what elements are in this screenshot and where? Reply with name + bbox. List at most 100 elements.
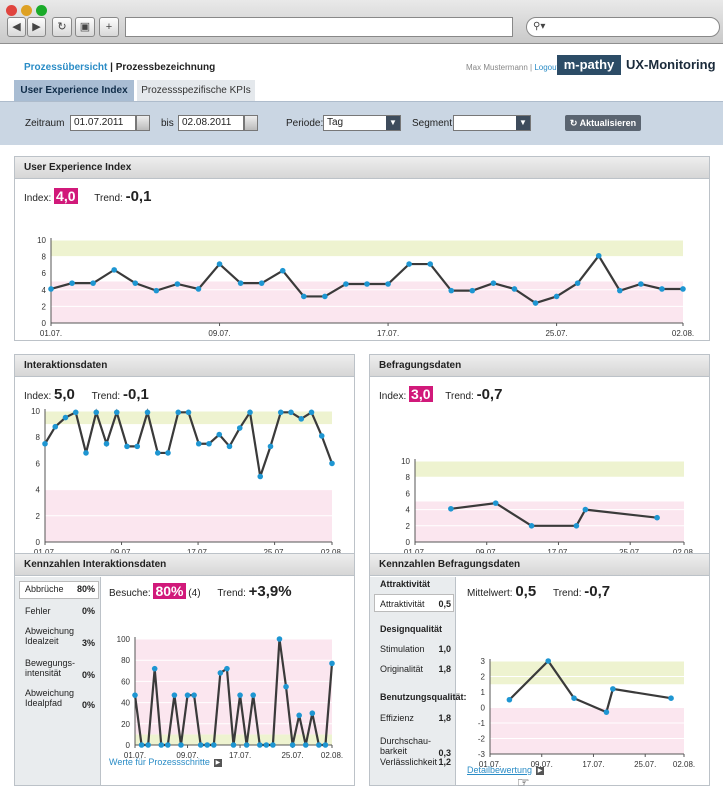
data-point	[490, 280, 497, 286]
data-point	[158, 742, 165, 748]
index-value: 5,0	[54, 386, 75, 403]
date-to-input[interactable]: 02.08.2011	[178, 115, 244, 131]
y-tick-label: 0	[36, 538, 41, 547]
besuche-chart: 0 20 40 60 80 100 01.07. 09.07. 17.07. 25.07. 02.0…	[117, 635, 343, 760]
index-value: 4,0	[54, 188, 78, 204]
data-point	[191, 692, 197, 698]
trend-label: Trend:	[94, 193, 123, 204]
calendar-from-icon[interactable]	[136, 115, 150, 131]
tab-user-experience-index[interactable]: User Experience Index	[14, 80, 134, 101]
x-tick-label: 17.07.	[547, 548, 569, 557]
kennzahl-label-line2: barkeit	[380, 746, 408, 756]
arrow-right-icon: ▶	[536, 766, 545, 775]
kennzahl-selected[interactable]	[19, 581, 99, 599]
user-name: Max Mustermann	[466, 63, 528, 72]
periode-select[interactable]: Tag ▼	[323, 115, 401, 131]
product-name: UX-Monitoring	[626, 57, 716, 72]
data-point	[528, 523, 535, 529]
y-tick-label: 60	[121, 677, 130, 686]
werte-prozessschritte-link[interactable]: Werte für Prozessschritte ▶	[109, 757, 222, 767]
data-point	[230, 742, 237, 748]
kennzahl-label[interactable]: Abbrüche	[25, 584, 64, 594]
kennzahl-label-line2: intensität	[25, 668, 62, 678]
data-point	[197, 742, 204, 748]
x-tick-label: 09.07.	[476, 548, 498, 557]
chevron-down-icon: ▼	[516, 116, 530, 130]
kennzahl-label[interactable]: Verlässlichkeit	[380, 757, 437, 767]
calendar-to-icon[interactable]	[244, 115, 258, 131]
data-point	[595, 252, 602, 259]
kennzahl-label[interactable]: Originalität	[380, 664, 423, 674]
y-tick-label: 2	[406, 522, 411, 531]
x-tick-label: 25.07.	[281, 751, 303, 760]
trend-label: Trend:	[91, 391, 121, 402]
back-button[interactable]: ◀	[7, 17, 26, 37]
kennzahl-selected[interactable]	[374, 594, 454, 612]
screenshot-icon[interactable]: ▣	[75, 17, 95, 37]
data-point	[256, 742, 263, 748]
periode-label: Periode:	[286, 118, 324, 129]
search-field[interactable]: ⚲▾	[526, 17, 720, 37]
kennzahlen-befragungsdaten-panel: Kennzahlen Befragungsdaten Attraktivität…	[369, 553, 710, 790]
kennzahlen-interaktionsdaten-title: Kennzahlen Interaktionsdaten	[15, 554, 354, 576]
brand-logo: m-pathy	[557, 55, 621, 75]
kennzahl-label[interactable]: Abweichung Idealzeit	[25, 626, 74, 646]
data-point	[178, 742, 184, 748]
aktualisieren-button[interactable]: ↻ Aktualisieren	[565, 115, 641, 131]
data-point	[603, 709, 610, 715]
data-point	[204, 742, 211, 748]
x-tick-label: 09.07.	[208, 329, 230, 338]
data-point	[224, 665, 230, 672]
minimize-window-icon[interactable]	[21, 5, 32, 16]
y-tick-label: 2	[36, 512, 41, 521]
data-point	[322, 293, 328, 300]
kennzahl-label[interactable]: Abweichung Idealpfad	[25, 688, 74, 708]
data-point	[385, 281, 391, 287]
besuche-row: Besuche: 80% (4) Trend: +3,9%	[109, 583, 292, 600]
segment-select[interactable]: ▼	[453, 115, 531, 131]
breadcrumb-link[interactable]: Prozessübersicht	[24, 62, 108, 73]
address-bar[interactable]	[125, 17, 513, 37]
x-tick-label: 01.07.	[124, 751, 146, 760]
kennzahl-label-line1: Attraktivität	[380, 599, 425, 609]
detailbewertung-link[interactable]: Detailbewertung ▶	[467, 765, 545, 775]
data-point	[52, 423, 59, 430]
tab-prozessspezifische-kpis[interactable]: Prozessspezifische KPIs	[137, 80, 255, 101]
trend-label: Trend:	[552, 588, 582, 599]
chart-band	[490, 707, 684, 754]
bef-index-row: Index: 3,0 Trend: -0,7	[379, 386, 502, 403]
logout-link[interactable]: Logout	[534, 63, 559, 72]
data-point	[174, 281, 181, 287]
breadcrumb-separator: |	[107, 62, 116, 73]
kennzahl-label-line1: Effizienz	[380, 713, 414, 723]
trend-label: Trend:	[445, 391, 474, 402]
zoom-window-icon[interactable]	[36, 5, 47, 16]
interaktionsdaten-chart: 0 2 4 6 8 10 01.07. 09.07. 17.07. 25.07. 02.08.	[31, 407, 343, 557]
kennzahl-label[interactable]: Bewegungs-intensität	[25, 658, 75, 678]
kennzahl-label[interactable]: Fehler	[25, 606, 51, 616]
date-from-input[interactable]: 01.07.2011	[70, 115, 136, 131]
index-label: Index:	[24, 193, 52, 204]
y-tick-label: 4	[36, 486, 41, 495]
kennzahl-label[interactable]: Attraktivität	[380, 599, 425, 609]
data-point	[171, 692, 178, 698]
data-point	[680, 286, 686, 292]
kennzahl-label[interactable]: Stimulation	[380, 644, 425, 654]
data-point	[72, 409, 79, 416]
forward-button[interactable]: ▶	[27, 17, 46, 37]
befragungsdaten-chart: 0 2 4 6 8 10 01.07. 09.07. 17.07. 25.07. 02.08.	[401, 457, 695, 557]
befragungsdaten-title: Befragungsdaten	[370, 355, 709, 377]
y-tick-label: -2	[478, 735, 486, 744]
new-tab-button[interactable]: +	[99, 17, 119, 37]
y-tick-label: 0	[481, 704, 486, 713]
besuche-value: 80%	[153, 583, 186, 599]
reload-button[interactable]: ↻	[52, 17, 72, 37]
kennzahl-label[interactable]: Effizienz	[380, 713, 414, 723]
x-tick-label: 01.07.	[40, 329, 62, 338]
close-window-icon[interactable]	[6, 5, 17, 16]
x-tick-label: 02.08.	[672, 329, 694, 338]
mittelwert-value: 0,5	[515, 583, 537, 600]
kennzahl-label[interactable]: Durchschau-barkeit	[380, 736, 431, 756]
x-tick-label: 17.07.	[187, 548, 209, 557]
x-tick-label: 09.07.	[531, 760, 553, 769]
